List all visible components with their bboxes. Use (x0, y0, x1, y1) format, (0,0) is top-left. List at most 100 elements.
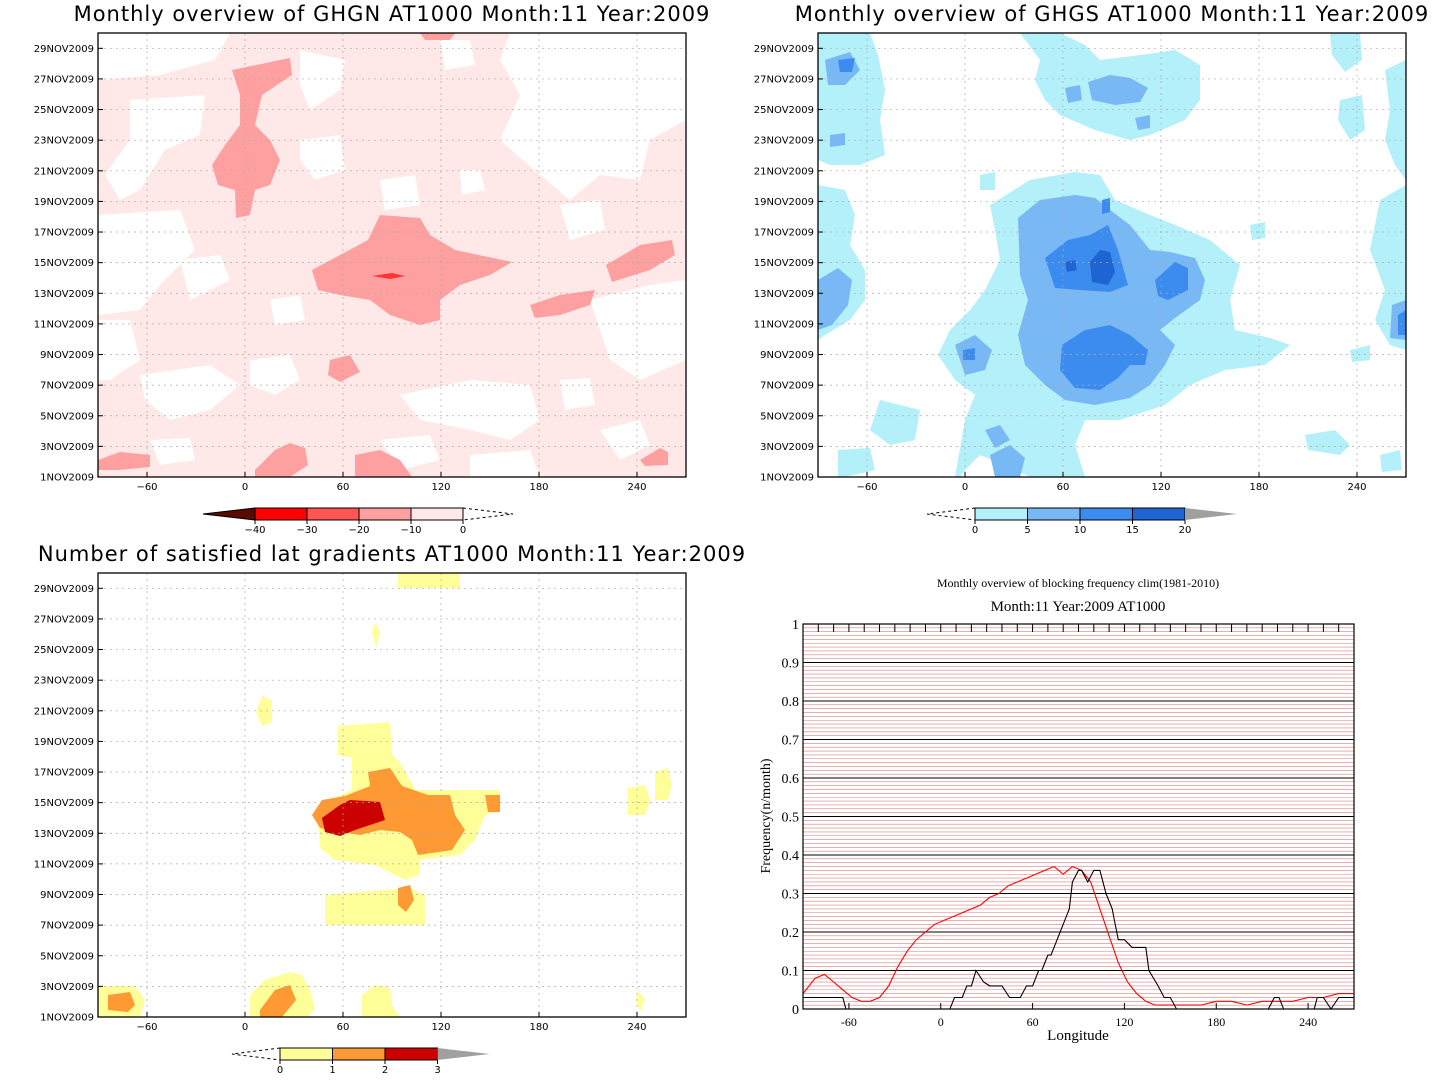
ghgn-x-tick-label: −60 (136, 482, 157, 493)
freq-ticks: -60 0 60 120 180 240 0 0.1 0.2 0.3 0.4 0.5 0.6 0.7 0.8… (782, 618, 1355, 1029)
ghgs-y-tick-label: 21NOV2009 (754, 166, 814, 177)
ghgn-x-tick-label: 60 (337, 482, 350, 493)
ghgs-x-tick-label: 120 (1151, 482, 1170, 493)
ghgs-colorbar-extension (1185, 508, 1237, 520)
freq-y-tick-label: 0.6 (782, 772, 800, 787)
grad-x-tick-label: −60 (136, 1022, 157, 1033)
ghgn-y-tick-label: 15NOV2009 (34, 258, 94, 269)
grad-x-tick-labels: −60 0 60 120 180 240 (136, 1012, 647, 1033)
ghgs-grid (818, 33, 1406, 477)
grad-colorbar-label: 1 (329, 1065, 335, 1076)
freq-x-tick-label: 240 (1299, 1015, 1317, 1029)
ghgn-grid (98, 33, 686, 477)
grad-colorbar-segment (279, 1047, 333, 1061)
ghgs-colorbar-label: 0 (972, 525, 978, 536)
grad-y-tick-label: 25NOV2009 (34, 645, 94, 656)
ghgs-y-tick-label: 15NOV2009 (754, 258, 814, 269)
ghgn-y-tick-label: 11NOV2009 (34, 319, 94, 330)
ghgs-y-tick-label: 5NOV2009 (760, 411, 814, 422)
ghgs-colorbar-segment (974, 507, 1028, 521)
grad-x-tick-label: 180 (529, 1022, 548, 1033)
ghgs-colorbar-segment (1132, 507, 1186, 521)
ghgn-y-tick-label: 13NOV2009 (34, 289, 94, 300)
grad-y-tick-label: 15NOV2009 (34, 798, 94, 809)
freq-x-tick-label: 120 (1115, 1015, 1133, 1029)
ghgn-y-tick-label: 1NOV2009 (40, 473, 94, 484)
ghgn-colorbar-label: −40 (244, 525, 265, 536)
grad-x-tick-label: 120 (431, 1022, 450, 1033)
ghgs-y-tick-label: 27NOV2009 (754, 74, 814, 85)
grad-colorbar-label: 0 (277, 1065, 283, 1076)
freq-y-tick-label: 0.2 (782, 926, 800, 941)
grad-colorbar: 0 1 2 3 (231, 1047, 490, 1076)
grad-y-tick-label: 21NOV2009 (34, 706, 94, 717)
grad-field (98, 573, 686, 1017)
ghgn-colorbar-segment (306, 507, 360, 521)
ghgn-y-tick-label: 19NOV2009 (34, 197, 94, 208)
ghgs-y-tick-label: 9NOV2009 (760, 350, 814, 361)
freq-y-tick-label: 0.1 (782, 965, 800, 980)
grad-colorbar-extension (231, 1047, 281, 1061)
ghgs-x-tick-label: −60 (856, 482, 877, 493)
freq-x-tick-label: -60 (841, 1015, 857, 1029)
freq-title: Monthly overview of blocking frequency c… (937, 576, 1219, 590)
ghgn-level-minus10-regions (98, 33, 675, 477)
freq-x-tick-label: 0 (938, 1015, 944, 1029)
ghgs-x-tick-labels: −60 0 60 120 180 240 (856, 472, 1367, 493)
ghgn-frame (97, 32, 687, 478)
freq-y-tick-label: 0.9 (782, 657, 800, 672)
ghgs-y-tick-labels: 1NOV2009 3NOV2009 5NOV2009 7NOV2009 9NOV2009… (754, 44, 823, 484)
ghgn-panel: Monthly overview of GHGN AT1000 Month:11… (34, 2, 710, 536)
freq-x-tick-label: 180 (1207, 1015, 1225, 1029)
ghgs-colorbar-label: 10 (1074, 525, 1087, 536)
freq-y-tick-label: 1 (792, 618, 799, 633)
ghgs-y-tick-label: 7NOV2009 (760, 381, 814, 392)
ghgn-x-tick-label: 240 (627, 482, 646, 493)
grad-y-tick-label: 19NOV2009 (34, 737, 94, 748)
freq-grid (803, 627, 1354, 1006)
ghgn-level-minus20-core (372, 273, 405, 279)
ghgn-colorbar-label: −30 (296, 525, 317, 536)
freq-y-tick-label: 0.4 (782, 849, 800, 864)
freq-x-tick-label: 60 (1027, 1015, 1039, 1029)
freq-climatology-line (802, 865, 1354, 1006)
ghgn-y-tick-label: 5NOV2009 (40, 411, 94, 422)
grad-colorbar-label: 2 (382, 1065, 388, 1076)
ghgn-y-tick-label: 3NOV2009 (40, 442, 94, 453)
freq-y-tick-label: 0.5 (782, 811, 800, 826)
grad-y-tick-label: 13NOV2009 (34, 829, 94, 840)
ghgn-y-tick-label: 29NOV2009 (34, 44, 94, 55)
grad-grid (98, 573, 686, 1017)
ghgs-level-15-regions (1065, 250, 1115, 285)
grad-y-tick-label: 17NOV2009 (34, 768, 94, 779)
freq-y-tick-label: 0.8 (782, 695, 800, 710)
grad-colorbar-extension (437, 1048, 490, 1060)
grad-x-tick-label: 60 (337, 1022, 350, 1033)
ghgn-colorbar-segment (358, 507, 412, 521)
ghgs-colorbar-label: 20 (1179, 525, 1192, 536)
ghgn-x-tick-label: 180 (529, 482, 548, 493)
ghgs-y-tick-label: 3NOV2009 (760, 442, 814, 453)
ghgn-field (98, 33, 686, 477)
ghgs-colorbar-label: 5 (1024, 525, 1030, 536)
ghgn-colorbar-segment (254, 507, 308, 521)
grad-x-tick-label: 240 (627, 1022, 646, 1033)
ghgn-y-tick-labels: 1NOV2009 3NOV2009 5NOV2009 7NOV2009 9NOV2009… (34, 44, 103, 484)
freq-xlabel: Longitude (1047, 1028, 1109, 1044)
ghgn-x-tick-label: 0 (242, 482, 248, 493)
ghgn-x-tick-labels: −60 0 60 120 180 240 (136, 472, 647, 493)
ghgs-x-tick-label: 240 (1347, 482, 1366, 493)
ghgn-y-tick-label: 25NOV2009 (34, 105, 94, 116)
ghgs-x-tick-label: 0 (962, 482, 968, 493)
freq-panel: Monthly overview of blocking frequency c… (759, 576, 1355, 1044)
ghgs-colorbar-segment (1027, 507, 1081, 521)
ghgn-y-tick-label: 7NOV2009 (40, 381, 94, 392)
ghgs-frame (817, 32, 1407, 478)
ghgn-colorbar-label: −20 (348, 525, 369, 536)
ghgn-colorbar: −40 −30 −20 −10 0 (202, 507, 514, 536)
grad-y-tick-label: 11NOV2009 (34, 859, 94, 870)
ghgs-y-tick-label: 19NOV2009 (754, 197, 814, 208)
ghgs-y-tick-label: 1NOV2009 (760, 473, 814, 484)
ghgn-y-tick-label: 21NOV2009 (34, 166, 94, 177)
